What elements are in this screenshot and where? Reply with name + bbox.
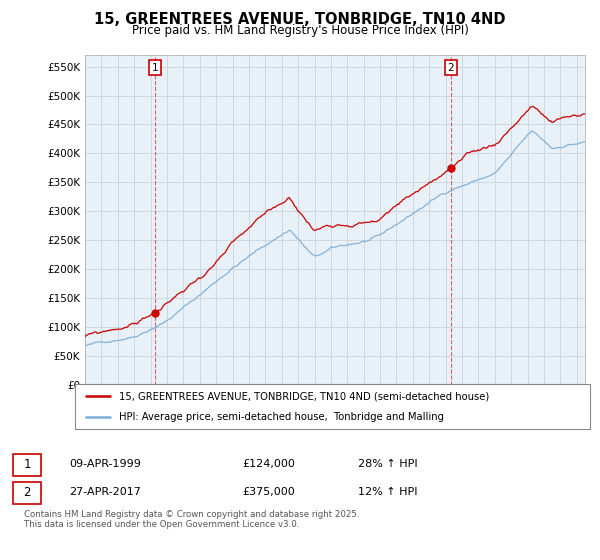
Text: 09-APR-1999: 09-APR-1999 [70,459,142,469]
Text: 2: 2 [23,486,31,498]
Text: HPI: Average price, semi-detached house,  Tonbridge and Malling: HPI: Average price, semi-detached house,… [119,412,444,422]
Text: 15, GREENTREES AVENUE, TONBRIDGE, TN10 4ND (semi-detached house): 15, GREENTREES AVENUE, TONBRIDGE, TN10 4… [119,391,489,401]
FancyBboxPatch shape [13,454,41,476]
Text: £124,000: £124,000 [242,459,295,469]
Text: 12% ↑ HPI: 12% ↑ HPI [358,487,417,497]
Text: 1: 1 [23,458,31,470]
Text: 28% ↑ HPI: 28% ↑ HPI [358,459,417,469]
Text: 27-APR-2017: 27-APR-2017 [70,487,142,497]
Text: Price paid vs. HM Land Registry's House Price Index (HPI): Price paid vs. HM Land Registry's House … [131,24,469,36]
FancyBboxPatch shape [13,482,41,504]
Text: 1: 1 [152,63,158,73]
Text: £375,000: £375,000 [242,487,295,497]
FancyBboxPatch shape [75,384,590,429]
Text: 2: 2 [448,63,454,73]
Text: 15, GREENTREES AVENUE, TONBRIDGE, TN10 4ND: 15, GREENTREES AVENUE, TONBRIDGE, TN10 4… [94,12,506,27]
Text: Contains HM Land Registry data © Crown copyright and database right 2025.
This d: Contains HM Land Registry data © Crown c… [24,510,359,529]
